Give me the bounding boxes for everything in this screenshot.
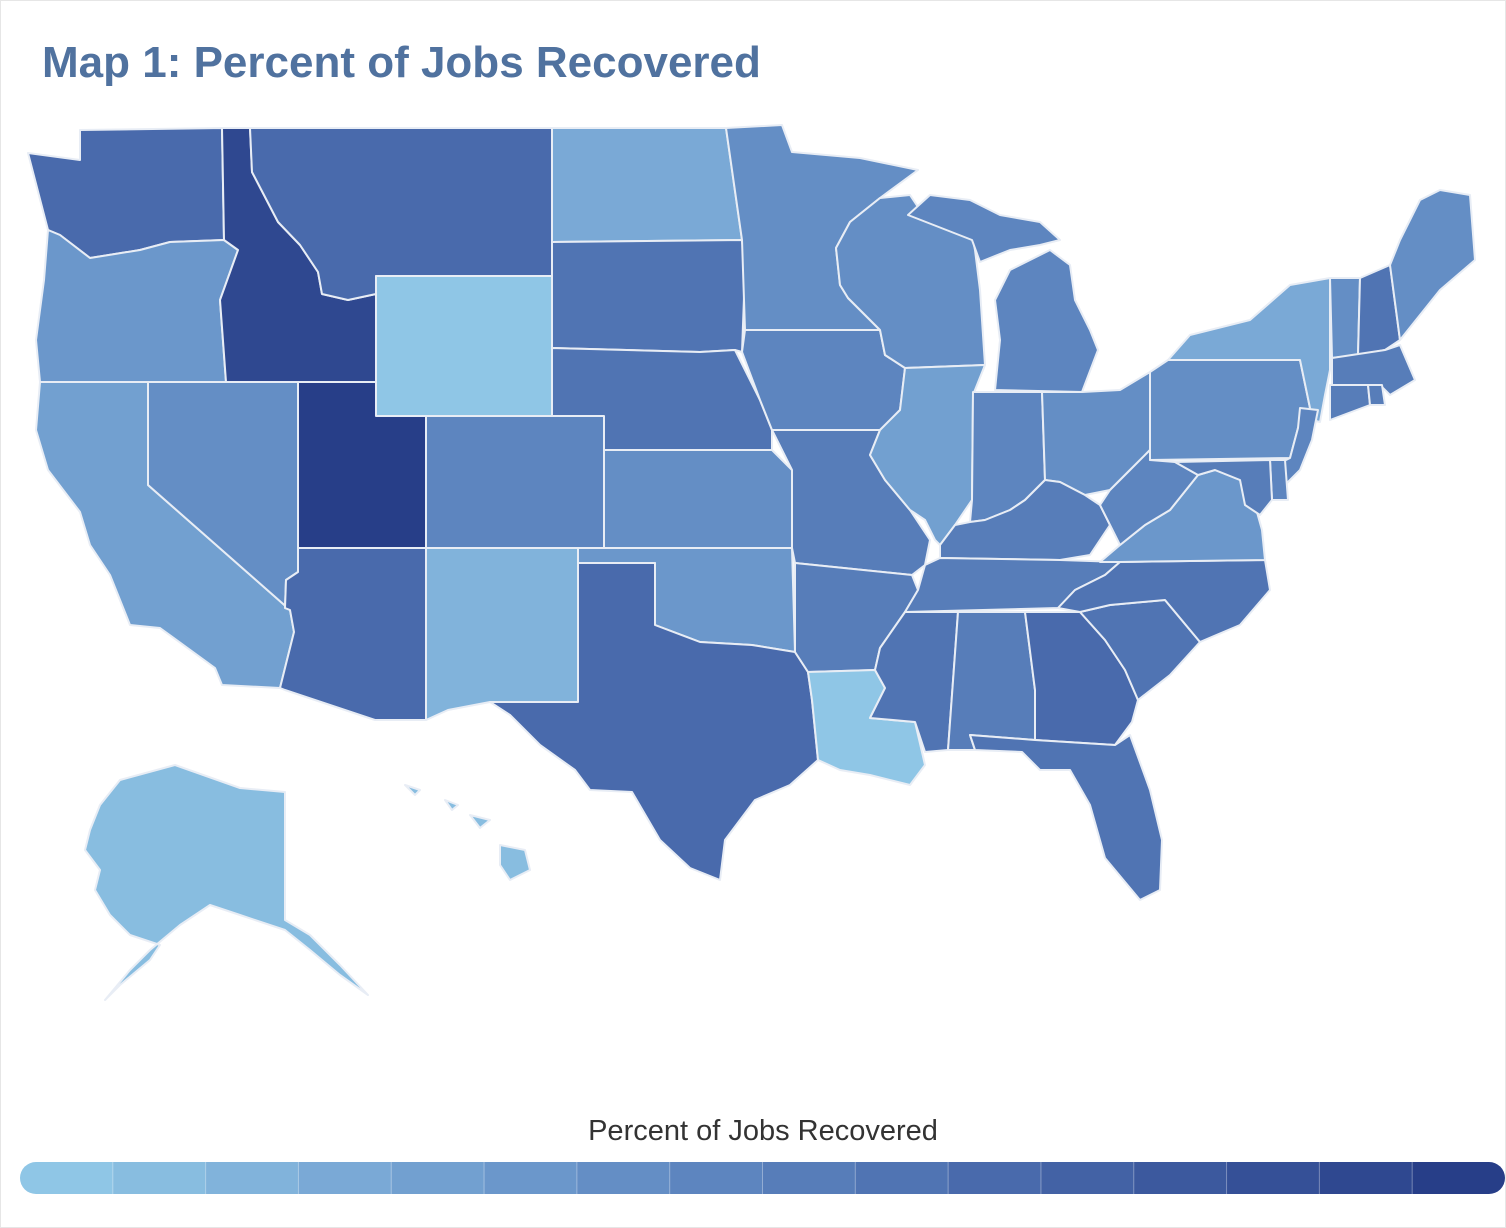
state-wy[interactable] <box>375 275 553 417</box>
state-tx[interactable] <box>489 562 819 881</box>
state-al[interactable] <box>947 611 1036 751</box>
legend-swatch <box>298 1162 392 1194</box>
state-ak[interactable] <box>84 764 369 1001</box>
state-az[interactable] <box>279 547 427 721</box>
state-ia[interactable] <box>741 329 906 431</box>
color-scale-legend <box>20 1162 1505 1194</box>
state-pa[interactable] <box>1149 359 1311 461</box>
map-title: Map 1: Percent of Jobs Recovered <box>42 38 761 87</box>
state-me[interactable] <box>1389 189 1476 341</box>
legend-swatch <box>20 1162 114 1194</box>
state-mi[interactable] <box>907 194 1099 393</box>
state-sd[interactable] <box>551 239 746 353</box>
legend-swatch <box>762 1162 856 1194</box>
legend-swatch <box>1412 1162 1505 1194</box>
state-nd[interactable] <box>551 127 743 243</box>
legend-swatch <box>484 1162 578 1194</box>
legend-swatch <box>576 1162 671 1194</box>
legend-swatch <box>205 1162 299 1194</box>
legend-swatch <box>391 1162 485 1194</box>
state-ri[interactable] <box>1367 384 1386 406</box>
legend-swatch <box>1226 1162 1320 1194</box>
legend-swatch <box>948 1162 1042 1194</box>
legend-title: Percent of Jobs Recovered <box>588 1115 938 1147</box>
legend-swatch <box>112 1162 207 1194</box>
state-vt[interactable] <box>1329 277 1361 359</box>
legend-swatch <box>1040 1162 1135 1194</box>
legend-swatch <box>855 1162 949 1194</box>
state-nc[interactable] <box>1057 559 1271 643</box>
legend-swatch <box>1133 1162 1228 1194</box>
state-ky[interactable] <box>939 479 1111 561</box>
state-ks[interactable] <box>603 449 793 549</box>
state-or[interactable] <box>35 229 239 383</box>
state-fl[interactable] <box>969 734 1163 901</box>
state-nm[interactable] <box>425 547 579 721</box>
legend-swatch <box>1319 1162 1413 1194</box>
state-nh[interactable] <box>1357 264 1401 356</box>
us-choropleth-map <box>27 124 1476 1001</box>
legend-swatch <box>669 1162 763 1194</box>
state-ny[interactable] <box>1167 277 1331 423</box>
state-md[interactable] <box>1174 459 1273 516</box>
state-ne[interactable] <box>551 347 773 451</box>
state-hi[interactable] <box>404 784 531 881</box>
state-ct[interactable] <box>1329 384 1371 421</box>
state-co[interactable] <box>425 415 605 549</box>
